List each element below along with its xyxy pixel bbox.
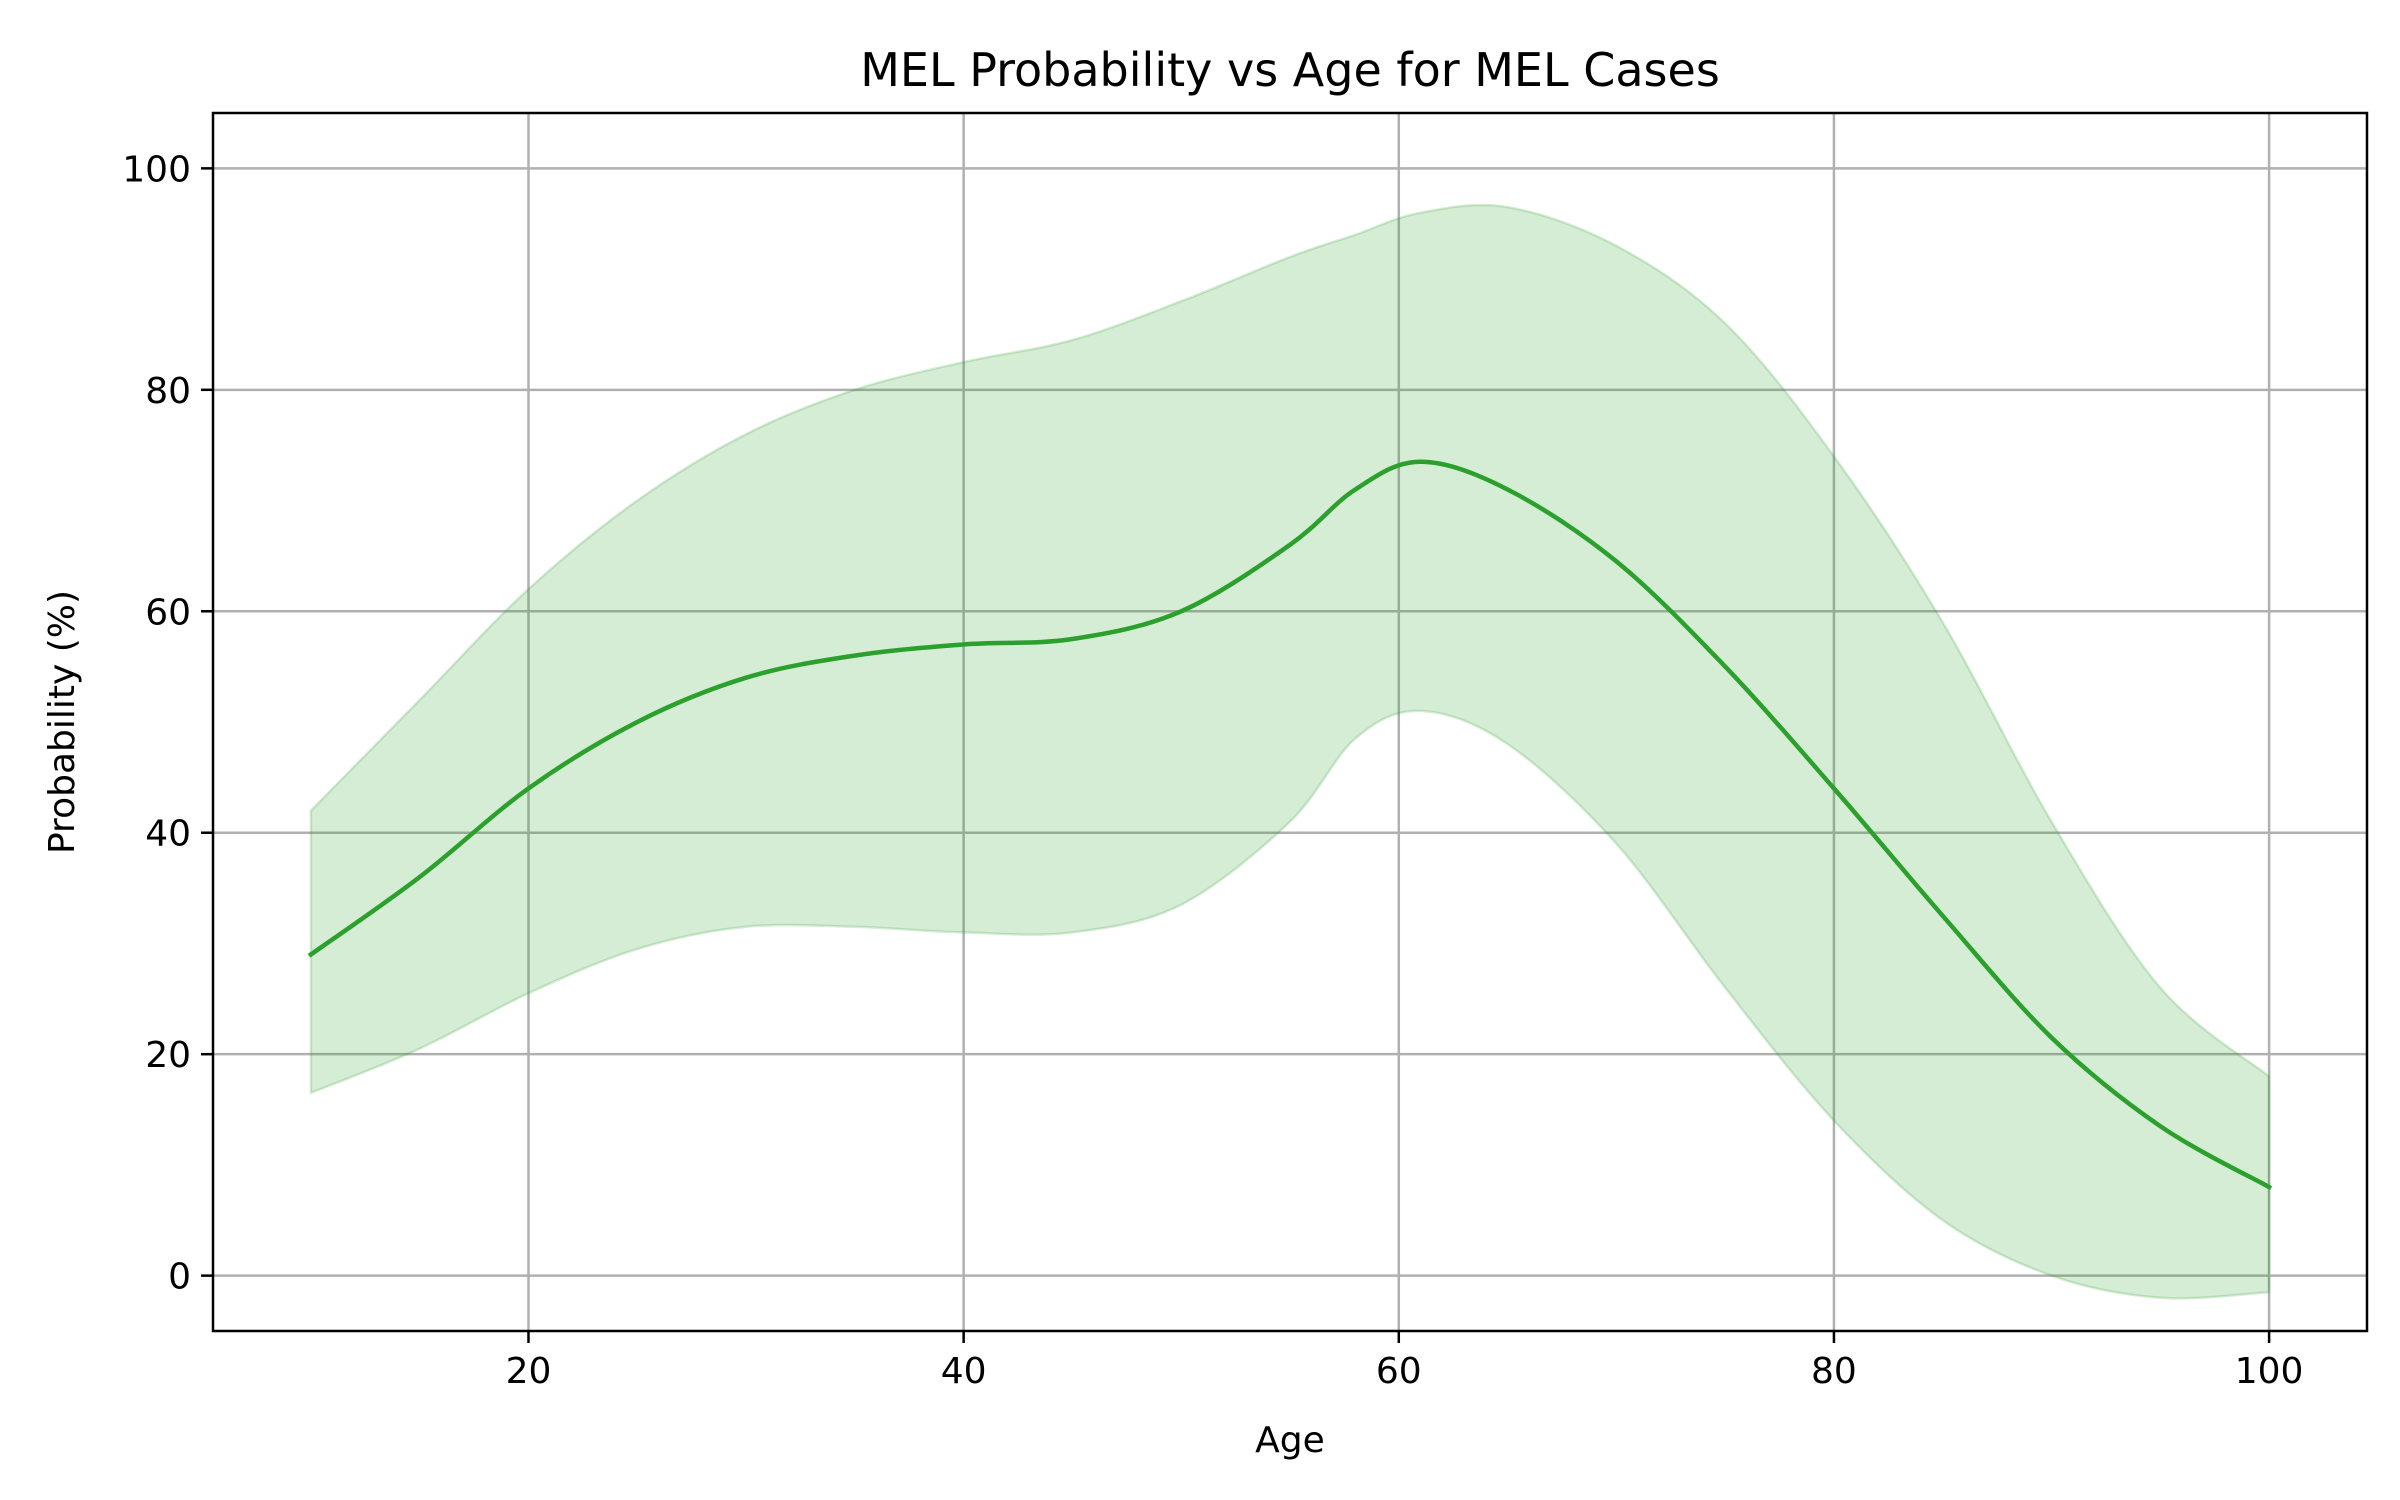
- x-tick-label: 100: [2235, 1351, 2304, 1392]
- y-tick-label: 0: [168, 1257, 191, 1298]
- chart-title: MEL Probability vs Age for MEL Cases: [860, 43, 1720, 97]
- y-tick-label: 100: [122, 149, 191, 190]
- x-tick-label: 40: [941, 1351, 987, 1392]
- y-tick-label: 60: [145, 592, 191, 633]
- confidence-band-layer: [309, 203, 2271, 1300]
- x-axis-label: Age: [1255, 1420, 1325, 1461]
- plot-frame: [211, 111, 2369, 1333]
- y-tick-label: 80: [145, 371, 191, 412]
- y-tick-label: 20: [145, 1035, 191, 1076]
- mean-line: [307, 459, 2273, 1191]
- mean-line-layer: [307, 459, 2273, 1191]
- x-tick-label: 80: [1811, 1351, 1857, 1392]
- confidence-band: [309, 203, 2271, 1300]
- ticks: 20 40 60 80 100 0 20 40 60 80 100: [122, 149, 2303, 1392]
- x-tick-label: 60: [1376, 1351, 1422, 1392]
- grid: [213, 113, 2367, 1331]
- x-tick-label: 20: [506, 1351, 552, 1392]
- y-axis-label: Probability (%): [42, 590, 83, 854]
- y-tick-label: 40: [145, 814, 191, 855]
